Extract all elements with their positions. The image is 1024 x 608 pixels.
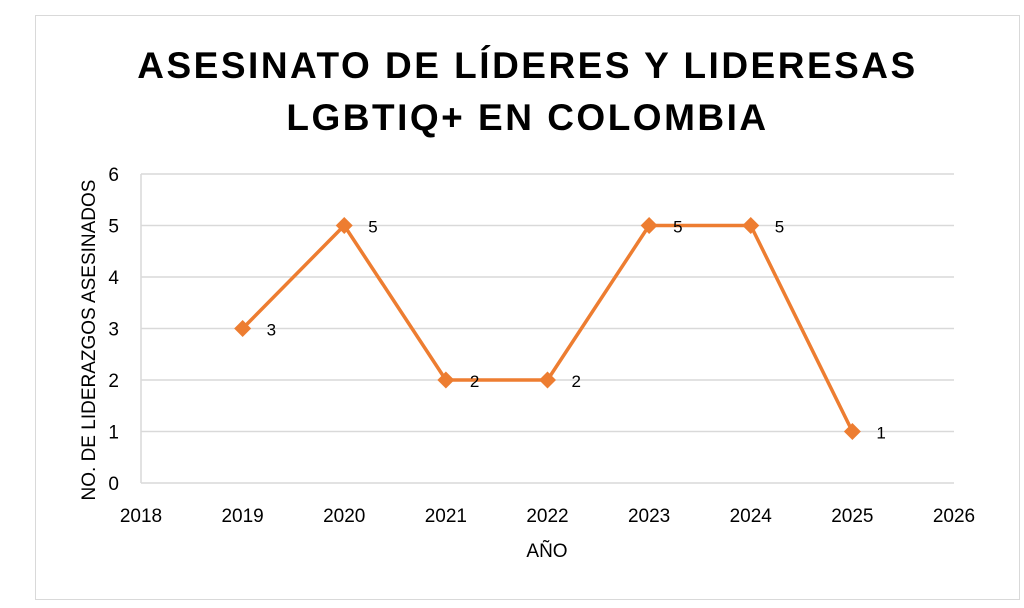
y-tick-label: 2 [108,371,119,392]
data-label: 5 [368,218,377,237]
data-point-marker [843,423,861,440]
x-tick-label: 2021 [425,506,467,527]
x-tick-label: 2018 [120,506,162,527]
data-label: 2 [470,372,479,391]
data-label: 5 [775,218,784,237]
data-label: 3 [267,321,276,340]
data-label: 1 [876,424,885,443]
x-axis-label: AÑO [526,540,567,562]
x-tick-label: 2023 [628,506,670,527]
data-point-marker [640,217,658,234]
x-tick-label: 2024 [730,506,773,527]
chart-title-line-2: LGBTIQ+ EN COLOMBIA [286,97,769,138]
y-tick-label: 1 [108,423,119,444]
x-tick-label: 2026 [933,506,975,527]
data-point-marker [437,371,455,389]
data-label: 2 [572,372,581,391]
x-tick-label: 2019 [221,506,263,527]
y-tick-label: 5 [108,217,119,238]
chart-title: ASESINATO DE LÍDERES Y LIDERESAS LGBTIQ+… [35,40,1020,144]
data-label: 5 [673,218,682,237]
chart-title-line-1: ASESINATO DE LÍDERES Y LIDERESAS [137,45,918,86]
x-tick-label: 2020 [323,506,365,527]
x-tick-label: 2025 [831,506,873,527]
data-point-marker [742,217,760,234]
chart-frame [35,15,1020,600]
data-point-marker [539,371,556,389]
data-point-marker [335,217,353,234]
y-tick-label: 3 [108,320,119,341]
y-tick-label: 0 [108,474,119,495]
data-point-marker [234,320,252,337]
x-tick-label: 2022 [526,506,568,527]
y-tick-label: 6 [108,165,119,186]
y-tick-label: 4 [108,268,119,289]
y-axis-label: NO. DE LIDERAZGOS ASESINADOS [79,180,100,501]
